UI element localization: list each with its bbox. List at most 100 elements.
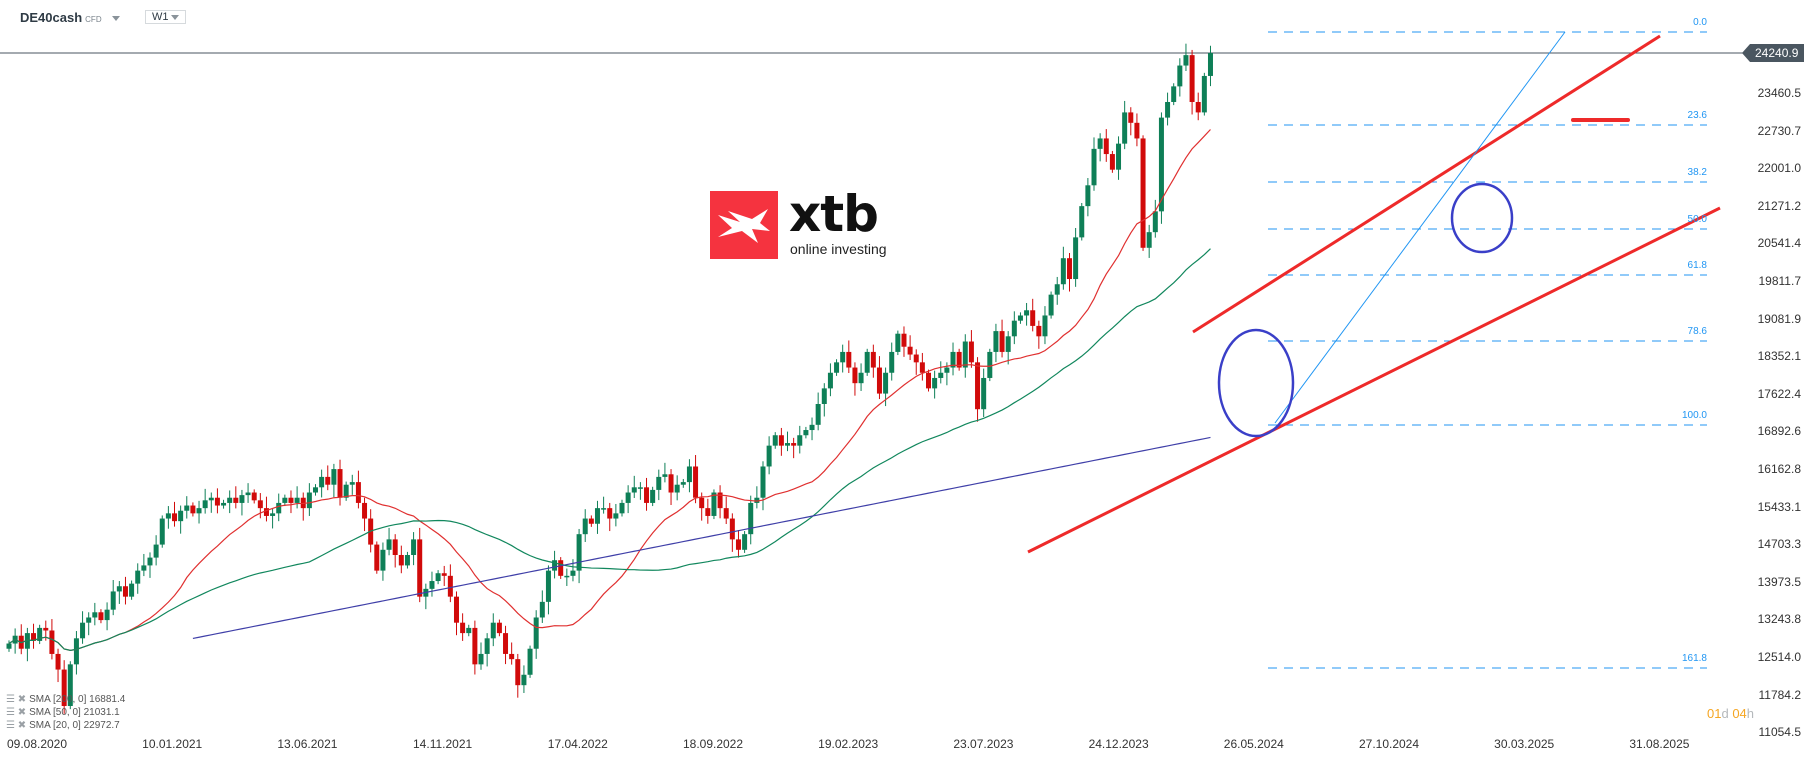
candle-body — [1091, 148, 1097, 186]
price-axis-label: 15433.1 — [1757, 499, 1801, 514]
candle-body — [251, 492, 257, 501]
candle-body — [374, 544, 380, 571]
candle-body — [533, 617, 539, 649]
candle-body — [31, 633, 37, 641]
settings-close-icon[interactable]: ☰ ✖ — [6, 707, 27, 718]
candle-body — [662, 474, 668, 477]
sma20-line — [8, 129, 1211, 651]
candle-body — [852, 367, 858, 384]
candle-body — [993, 331, 999, 352]
candle-body — [1054, 284, 1060, 295]
candle-body — [919, 362, 925, 373]
candle-body — [380, 549, 386, 571]
candle-body — [864, 351, 870, 373]
price-axis-label: 11054.5 — [1758, 725, 1802, 740]
candle-body — [1030, 310, 1036, 326]
candle-body — [545, 570, 551, 602]
time-axis-label: 19.02.2023 — [818, 737, 879, 751]
candle-body — [932, 377, 938, 389]
candle-body — [1128, 112, 1134, 123]
candle-body — [594, 508, 600, 524]
candle-body — [276, 502, 282, 514]
candle-body — [288, 497, 294, 503]
candle-body — [1109, 154, 1115, 170]
candle-body — [693, 466, 699, 498]
candle-body — [699, 497, 705, 509]
candle-body — [509, 653, 515, 660]
candle-body — [239, 495, 245, 503]
candle-body — [184, 505, 190, 511]
candle-body — [981, 377, 987, 410]
candle-body — [785, 443, 791, 446]
candle-body — [723, 508, 729, 519]
candle-body — [870, 351, 876, 368]
trendline-lower — [1027, 206, 1721, 554]
fib-level-label: 50.0 — [1687, 214, 1707, 225]
candle-body — [6, 643, 12, 649]
trendline-thin — [1274, 31, 1566, 424]
time-axis-label: 14.11.2021 — [413, 737, 473, 751]
candle-body — [460, 622, 466, 634]
candle-body — [619, 502, 625, 514]
legend-item[interactable]: ☰ ✖ SMA [50, 0] 21031.1 — [6, 707, 120, 718]
time-axis-label: 18.09.2022 — [682, 737, 744, 751]
current-price-badge: 24240.9 — [1741, 44, 1805, 62]
candle-body — [1103, 138, 1109, 155]
logo-wordmark: xtb — [789, 185, 879, 243]
candle-body — [1207, 53, 1213, 76]
candle-body — [331, 469, 337, 485]
candle-body — [668, 474, 674, 493]
timeframe-dropdown[interactable]: W1 — [145, 10, 186, 24]
settings-close-icon[interactable]: ☰ ✖ — [6, 720, 27, 731]
candle-body — [950, 351, 956, 368]
candle-body — [883, 372, 889, 394]
candle-body — [791, 443, 797, 446]
candle-body — [441, 573, 447, 576]
candle-body — [809, 424, 815, 431]
candle-body — [1011, 320, 1017, 337]
instrument-type: CFD — [85, 15, 102, 24]
time-axis-label: 13.06.2021 — [277, 737, 338, 751]
candle-body — [398, 555, 404, 566]
candle-body — [778, 435, 784, 446]
candle-body — [386, 539, 392, 550]
candle-body — [901, 333, 907, 347]
candle-body — [999, 331, 1005, 352]
candle-body — [1158, 117, 1164, 212]
candle-body — [1042, 315, 1048, 337]
fib-level-label: 23.6 — [1687, 110, 1707, 121]
candle-body — [484, 638, 490, 654]
settings-close-icon[interactable]: ☰ ✖ — [6, 694, 27, 705]
price-axis-label: 17622.4 — [1757, 386, 1801, 401]
candle-body — [576, 534, 582, 571]
candle-body — [564, 575, 570, 578]
candle-body — [735, 539, 741, 550]
legend-item[interactable]: ☰ ✖ SMA [20, 0] 22972.7 — [6, 720, 120, 731]
candle-body — [227, 497, 233, 503]
candle-body — [944, 367, 950, 373]
price-axis-label: 16892.6 — [1757, 424, 1801, 439]
price-axis-label: 19811.7 — [1758, 274, 1802, 288]
candle-body — [80, 622, 86, 639]
price-axis-label: 13243.8 — [1757, 612, 1801, 627]
candle-body — [962, 341, 968, 368]
candle-body — [503, 633, 509, 654]
candle-body — [570, 570, 576, 576]
legend-item[interactable]: ☰ ✖ SMA [200, 0] 16881.4 — [6, 694, 125, 705]
legend-label: SMA [20, 0] 22972.7 — [29, 720, 120, 731]
fib-level-label: 61.8 — [1687, 260, 1707, 271]
candle-body — [956, 351, 962, 368]
candle-body — [846, 351, 852, 368]
candle-body — [1079, 206, 1085, 238]
candle-body — [858, 372, 864, 384]
sma200-line — [192, 436, 1211, 640]
candle-body — [43, 627, 49, 631]
symbol-selector[interactable]: DE40cash CFD — [20, 10, 120, 25]
countdown-hours-unit: h — [1746, 706, 1755, 721]
candle-body — [876, 367, 882, 394]
candle-body — [625, 492, 631, 503]
candle-body — [208, 497, 214, 501]
candle-body — [141, 565, 147, 571]
candle-body — [1171, 86, 1177, 102]
